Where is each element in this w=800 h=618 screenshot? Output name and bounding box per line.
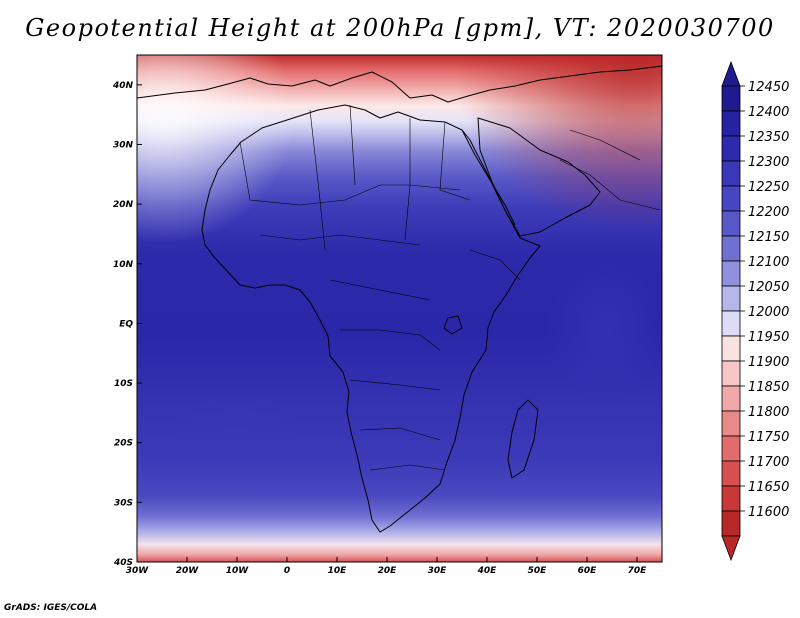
europe-coast	[137, 65, 662, 103]
height-field-indian-ocean	[540, 260, 660, 400]
colorbar-label: 12300	[748, 155, 789, 170]
lat-tick-label: 30N	[113, 140, 134, 150]
colorbar-swatch	[721, 260, 741, 287]
colorbar-swatch	[721, 360, 741, 387]
colorbar-label: 12200	[748, 205, 789, 220]
lat-tick-label: EQ	[119, 319, 133, 329]
colorbar-swatch	[721, 85, 741, 112]
colorbar-swatch	[721, 210, 741, 237]
latitude-axis: 40N 30N 20N 10N EQ 10S 20S 30S 40S	[112, 81, 142, 568]
colorbar-label: 11700	[748, 455, 789, 470]
colorbar-swatch	[721, 510, 741, 537]
longitude-axis: 30W 20W 10W 0 10E 20E 30E 40E 50E 60E 70E	[126, 557, 647, 576]
colorbar-swatch	[721, 460, 741, 487]
colorbar-swatch	[721, 185, 741, 212]
colorbar-top-arrow	[721, 60, 741, 87]
red-sea	[461, 129, 516, 226]
colorbar-swatch	[721, 410, 741, 437]
colorbar-label: 12000	[748, 305, 789, 320]
colorbar-swatch	[721, 135, 741, 162]
colorbar-swatch	[721, 160, 741, 187]
colorbar-label: 12100	[748, 255, 789, 270]
colorbar-swatch	[721, 435, 741, 462]
lon-tick-label: 30E	[428, 566, 448, 576]
colorbar-label: 11650	[748, 480, 789, 495]
grads-credit: GrADS: IGES/COLA	[4, 603, 98, 613]
colorbar-swatch	[721, 235, 741, 262]
colorbar-swatch	[721, 285, 741, 312]
colorbar-swatch	[721, 335, 741, 362]
colorbar-label: 11900	[748, 355, 789, 370]
colorbar: 12450 12400 12350 12300 12250 12200 12150 12100…	[721, 60, 789, 562]
height-field-atlantic	[160, 390, 300, 450]
colorbar-label: 12250	[748, 180, 789, 195]
colorbar-label: 12050	[748, 280, 789, 295]
lon-tick-label: 20E	[378, 566, 398, 576]
lon-tick-label: 20W	[176, 566, 200, 576]
country-borders	[239, 104, 661, 471]
colorbar-label: 11800	[748, 405, 789, 420]
colorbar-swatch	[721, 110, 741, 137]
colorbar-swatch	[721, 385, 741, 412]
colorbar-swatch	[721, 485, 741, 512]
colorbar-label: 11950	[748, 330, 789, 345]
lat-tick-label: 20N	[113, 200, 134, 210]
colorbar-label: 12350	[748, 130, 789, 145]
coastlines	[137, 65, 662, 533]
colorbar-label: 12450	[748, 80, 789, 95]
lat-tick-label: 40S	[113, 558, 133, 568]
colorbar-swatch	[721, 310, 741, 337]
lon-tick-label: 10W	[226, 566, 250, 576]
lake-victoria	[443, 315, 463, 335]
lon-tick-label: 70E	[628, 566, 648, 576]
lat-tick-label: 30S	[114, 498, 133, 508]
lon-tick-label: 10E	[328, 566, 348, 576]
colorbar-label: 12150	[748, 230, 789, 245]
lon-tick-label: 60E	[578, 566, 598, 576]
madagascar	[507, 399, 539, 479]
lon-tick-label: 30W	[126, 566, 150, 576]
map-title: Geopotential Height at 200hPa [gpm], VT:…	[25, 14, 775, 42]
colorbar-label: 12400	[748, 105, 789, 120]
africa-coastline	[201, 104, 541, 533]
lon-tick-label: 50E	[528, 566, 548, 576]
lat-tick-label: 10S	[114, 379, 133, 389]
colorbar-label: 11850	[748, 380, 789, 395]
map-area	[137, 55, 662, 562]
colorbar-label: 11750	[748, 430, 789, 445]
lat-tick-label: 40N	[112, 81, 134, 91]
map-frame	[136, 54, 663, 563]
lat-tick-label: 10N	[113, 260, 134, 270]
lat-tick-label: 20S	[114, 439, 133, 449]
colorbar-bottom-arrow	[721, 535, 741, 562]
lon-tick-label: 40E	[477, 566, 498, 576]
lon-tick-label: 0	[284, 566, 290, 576]
colorbar-label: 11600	[748, 505, 789, 520]
